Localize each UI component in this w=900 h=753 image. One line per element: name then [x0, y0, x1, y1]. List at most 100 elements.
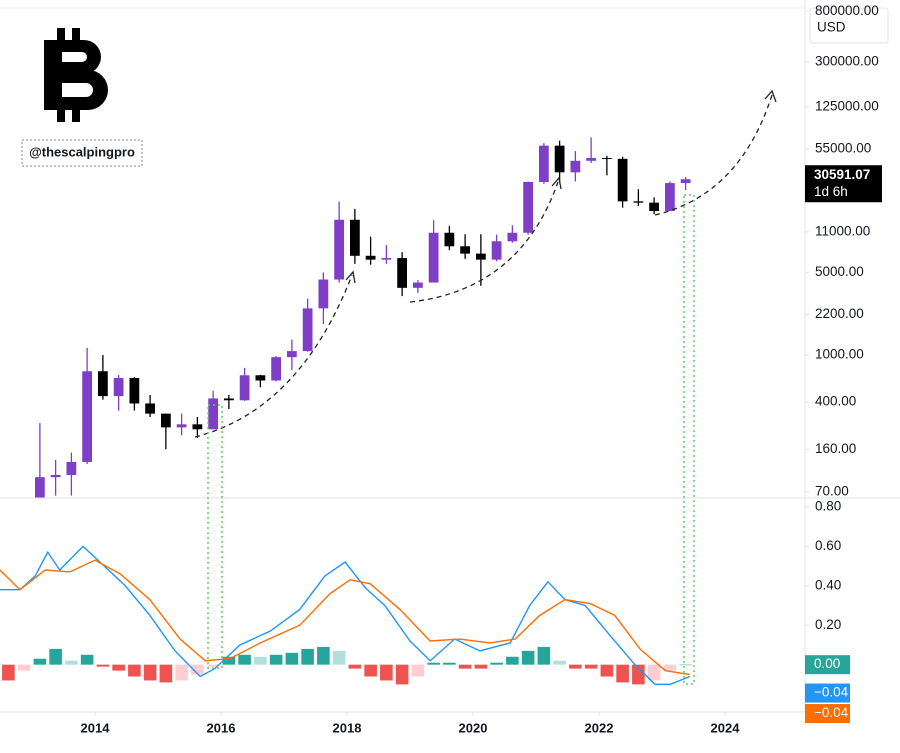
histogram-bar: [616, 664, 629, 683]
histogram-bar: [443, 662, 456, 665]
x-tick-label: 2018: [333, 720, 362, 735]
x-tick-label: 2022: [585, 720, 614, 735]
y-tick-label: 55000.00: [815, 141, 871, 156]
indicator-pane: [0, 545, 692, 686]
candle-body: [302, 308, 313, 352]
candle-body: [397, 258, 408, 288]
value-marker-label: −0.04: [814, 685, 849, 700]
value-marker-label: 0.00: [814, 656, 840, 671]
candle-body: [82, 371, 93, 462]
histogram-bar: [175, 664, 188, 681]
candle-body: [538, 145, 549, 182]
candle-body: [192, 424, 203, 430]
candle-body: [664, 183, 675, 211]
y-tick-label: 70.00: [815, 483, 849, 498]
histogram-bar: [647, 664, 661, 681]
histogram-bar: [317, 646, 330, 665]
y-tick-label: 800000.00: [815, 3, 879, 18]
histogram-bar: [679, 664, 692, 666]
candle-body: [160, 413, 171, 428]
histogram-bar: [411, 664, 425, 677]
histogram-bar: [600, 664, 614, 677]
arrow-heads: [345, 89, 777, 284]
histogram-bar: [112, 664, 125, 671]
value-marker: [805, 683, 850, 703]
candle-body: [223, 398, 234, 401]
candle-body: [50, 474, 61, 478]
y-tick-label: 300000.00: [815, 53, 879, 68]
candle-body: [381, 258, 392, 260]
indicator-line: [0, 559, 690, 676]
histogram-bar: [159, 664, 173, 683]
candle-body: [208, 398, 219, 430]
histogram-bar: [128, 664, 141, 677]
candle-body: [554, 145, 565, 173]
y-tick-label: 160.00: [815, 441, 856, 456]
histogram-bar: [254, 656, 267, 665]
candle-body: [365, 255, 376, 260]
candle-body: [570, 160, 581, 173]
last-price-box: [805, 165, 882, 203]
x-tick-label: 2020: [459, 720, 488, 735]
histogram-bar: [238, 654, 251, 665]
histogram-bar: [584, 664, 598, 669]
candle-body: [412, 282, 423, 288]
candle-body: [475, 253, 486, 260]
bitcoin-logo: [44, 28, 108, 122]
candle-body: [286, 351, 297, 358]
candle-body: [113, 378, 124, 397]
value-marker: [805, 704, 850, 724]
x-tick-label: 2016: [207, 720, 236, 735]
candle-body: [334, 219, 345, 280]
candle-body: [680, 179, 691, 184]
countdown: 1d 6h: [814, 184, 848, 199]
histogram-bar: [348, 664, 362, 669]
candle-body: [601, 158, 612, 160]
histogram-bar: [33, 658, 47, 665]
histogram-bar: [143, 664, 157, 681]
indicator-line: [0, 545, 690, 686]
candle-body: [428, 232, 439, 283]
y-tick-label: 0.80: [815, 498, 841, 513]
candle-body: [523, 181, 534, 233]
watermark-box: [21, 139, 143, 167]
histogram-bar: [191, 664, 204, 675]
candle-body: [97, 371, 108, 397]
candle-body: [460, 246, 471, 254]
y-tick-label: 0.40: [815, 577, 841, 592]
candle-body: [617, 158, 628, 202]
histogram-bar: [364, 664, 377, 677]
y-tick-label: 0.60: [815, 538, 841, 553]
histogram-bar: [222, 656, 236, 665]
histogram-bar: [301, 648, 314, 665]
histogram-bar: [49, 648, 62, 665]
value-marker: [805, 655, 850, 675]
histogram-bar: [427, 662, 440, 665]
candle-body: [444, 232, 455, 247]
candle-body: [239, 375, 250, 401]
histogram-bar: [521, 650, 535, 665]
candle-body: [318, 279, 329, 309]
histogram-bar: [332, 650, 346, 665]
histogram-bar: [474, 664, 488, 669]
histogram-bar: [380, 664, 393, 681]
candle-body: [507, 232, 518, 242]
candle-body: [176, 424, 187, 428]
candle-body: [255, 375, 266, 381]
histogram-bar: [663, 664, 677, 671]
watermark: @thescalpingpro: [29, 144, 135, 159]
highlight-boxes: [207, 194, 695, 685]
candle-body: [34, 477, 45, 498]
candle-body: [145, 403, 156, 414]
y-tick-label: 1000.00: [815, 347, 864, 362]
histogram-bar: [80, 654, 94, 665]
candle-body: [66, 461, 77, 475]
histogram-bar: [458, 664, 472, 669]
x-tick-label: 2014: [81, 720, 111, 735]
candle-body: [129, 378, 140, 404]
y-tick-label: 0.20: [815, 617, 841, 632]
histogram-bar: [553, 660, 566, 665]
currency: USD: [817, 20, 846, 35]
histogram-bar: [65, 660, 78, 665]
